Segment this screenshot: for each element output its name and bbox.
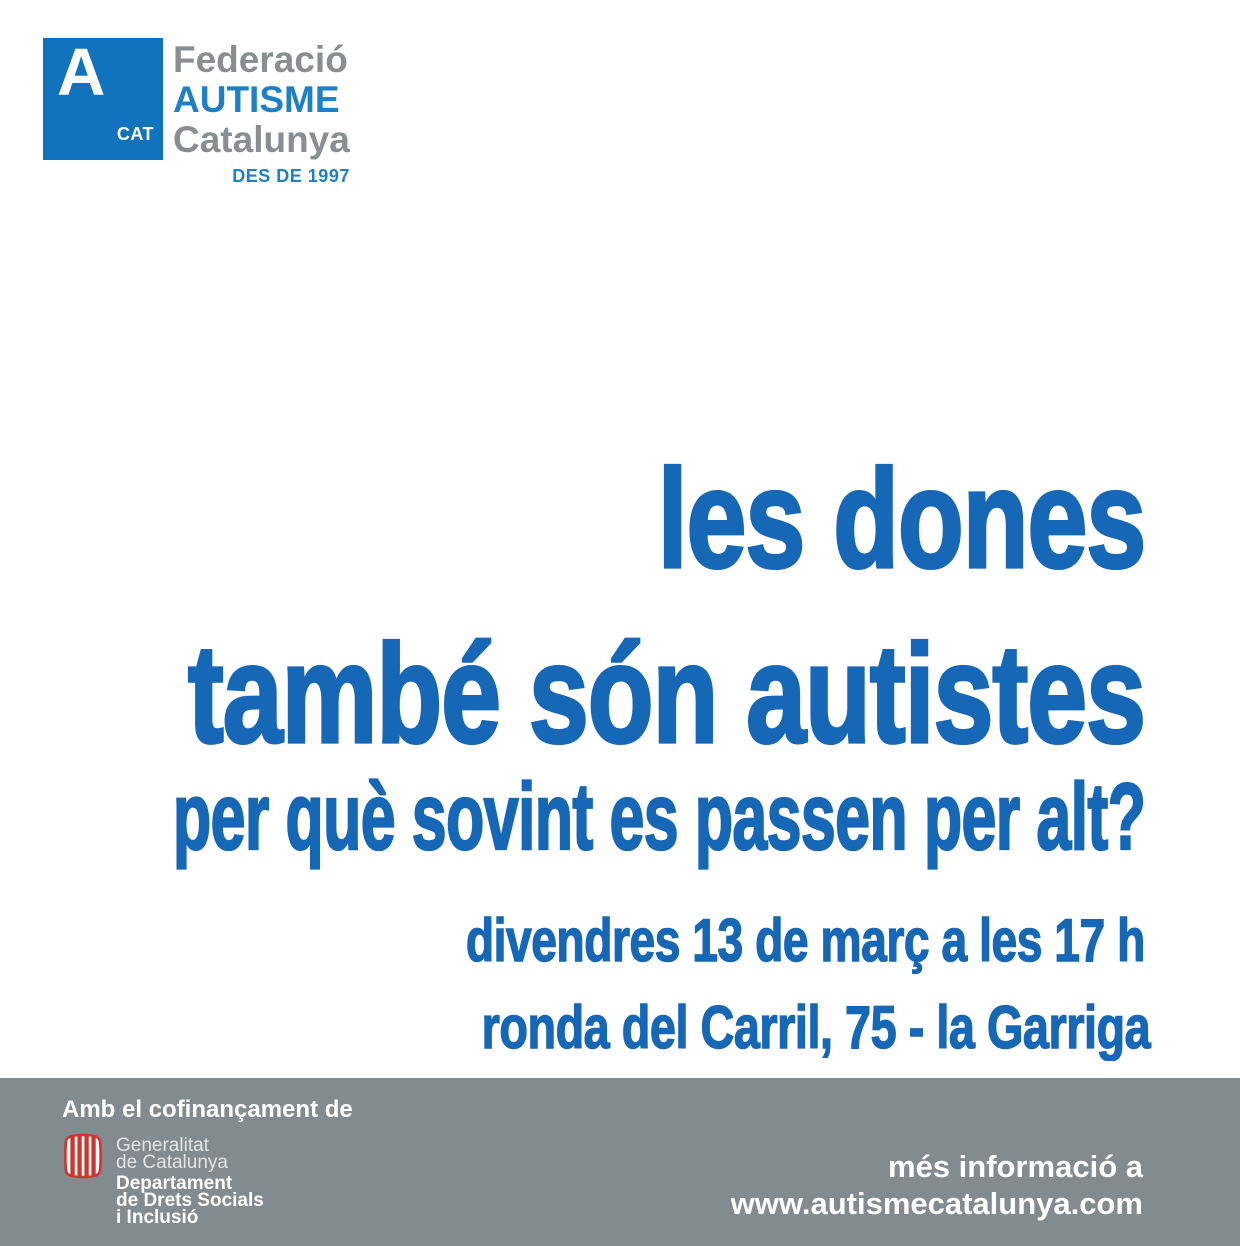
logo-letter-a: A xyxy=(57,35,106,110)
headline-line2: també són autistes xyxy=(187,615,1148,772)
more-info-label: més informació a xyxy=(888,1149,1143,1184)
logo-square: A CAT xyxy=(43,38,163,160)
cofinance-label: Amb el cofinançament de xyxy=(62,1096,353,1123)
logo-name-line1: Federació xyxy=(173,39,348,80)
federation-logo: A CAT Federació AUTISME Catalunya DES DE… xyxy=(43,38,350,187)
more-info-block: més informació a www.autismecatalunya.co… xyxy=(731,1148,1143,1222)
generalitat-name-line1: Generalitat xyxy=(116,1135,209,1156)
generalitat-senyera-icon xyxy=(64,1133,102,1179)
logo-since-label: DES DE 1997 xyxy=(232,166,350,186)
generalitat-logo: Generalitat de Catalunya Departament de … xyxy=(64,1133,264,1228)
headline-line1: les dones xyxy=(656,440,1147,597)
headline-question: per què sovint es passen per alt? xyxy=(172,764,1147,870)
logo-name-line2: AUTISME xyxy=(173,79,340,120)
event-location: ronda del Carril, 75 - la Garriga xyxy=(481,994,1151,1061)
logo-wordmark: Federació AUTISME Catalunya DES DE 1997 xyxy=(173,38,350,187)
website-url: www.autismecatalunya.com xyxy=(730,1186,1143,1221)
generalitat-name-line2: de Catalunya xyxy=(116,1152,228,1173)
generalitat-dept-line1: Departament xyxy=(116,1173,233,1194)
generalitat-dept-line2: de Drets Socials xyxy=(116,1190,264,1211)
logo-name-line3: Catalunya xyxy=(173,119,350,160)
generalitat-dept-line3: i Inclusió xyxy=(116,1207,199,1228)
footer-bar: Amb el cofinançament de Generali xyxy=(0,1078,1240,1246)
generalitat-text: Generalitat de Catalunya Departament de … xyxy=(116,1133,264,1228)
logo-cat-label: CAT xyxy=(116,124,154,144)
event-datetime: divendres 13 de març a les 17 h xyxy=(465,907,1146,974)
